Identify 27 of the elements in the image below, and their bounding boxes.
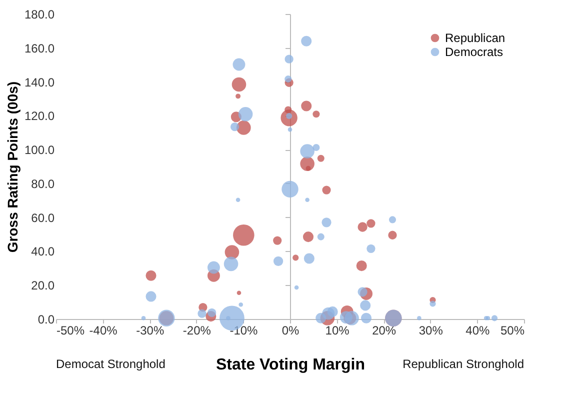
text: Republican Stronghold — [402, 357, 524, 371]
x-tick-label: 10% — [325, 324, 350, 338]
x-tick-label: 40% — [466, 324, 490, 338]
x-tick-label: -10% — [230, 324, 258, 338]
x-tick-label: -20% — [182, 324, 212, 338]
legend-label: Republican — [445, 31, 506, 45]
y-tick-label: 180.0 — [24, 8, 55, 22]
y-tick-label: 20.0 — [31, 278, 55, 293]
x-tick-label: 0% — [282, 324, 300, 338]
x-tick-label: -40% — [89, 324, 118, 338]
x-axis-title: State Voting Margin — [216, 356, 366, 374]
y-axis-title: Gross Rating Points (00s) — [4, 81, 20, 253]
y-tick-label: 140.0 — [24, 75, 55, 90]
y-tick-label: 100.0 — [24, 143, 55, 158]
x-tick-label: 20% — [372, 324, 396, 338]
y-tick-label: 120.0 — [24, 109, 55, 124]
legend-label: Democrats — [445, 45, 504, 59]
x-tick-label: 50% — [500, 324, 525, 338]
x-tick-label: -50% — [56, 324, 85, 338]
y-tick-label: 160.0 — [24, 41, 55, 56]
y-tick-label: 60.0 — [31, 210, 55, 225]
y-tick-label: 40.0 — [31, 244, 55, 259]
y-tick-label: 80.0 — [31, 176, 55, 191]
x-tick-label: 30% — [418, 324, 444, 338]
text: Democat Stronghold — [56, 357, 166, 371]
x-tick-label: -30% — [136, 324, 164, 338]
y-tick-label: 0.0 — [38, 312, 55, 326]
